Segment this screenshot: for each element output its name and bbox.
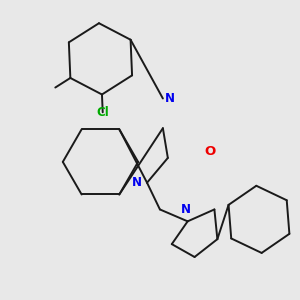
- Text: N: N: [181, 203, 191, 216]
- Text: Cl: Cl: [96, 106, 109, 119]
- Text: O: O: [205, 146, 216, 158]
- Text: N: N: [165, 92, 175, 105]
- Text: N: N: [132, 176, 142, 189]
